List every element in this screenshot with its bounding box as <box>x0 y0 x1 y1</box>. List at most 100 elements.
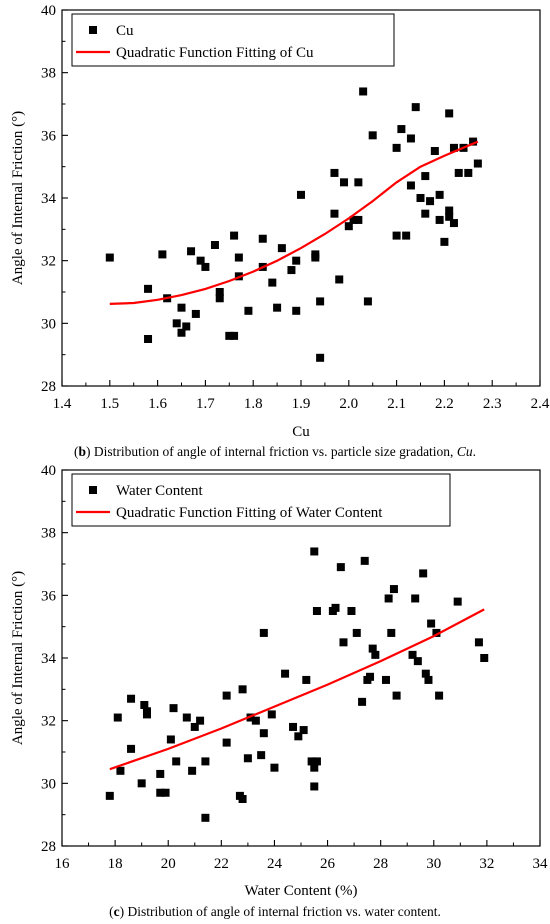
chart-b-x-tick-label: 2.4 <box>531 396 550 412</box>
chart-c-data-point <box>259 628 268 637</box>
chart-c-data-point <box>166 735 175 744</box>
chart-c-data-point <box>259 729 268 738</box>
chart-b-data-point <box>344 222 353 231</box>
chart-b-data-point <box>297 190 305 199</box>
chart-c-x-tick-label: 18 <box>108 856 123 872</box>
chart-c-data-point <box>310 763 319 772</box>
chart-b-legend-box <box>71 13 395 67</box>
chart-c-data-point <box>310 782 319 791</box>
chart-c-y-tick-label: 28 <box>41 839 56 855</box>
chart-c-data-point <box>299 726 308 735</box>
chart-c-data-point <box>352 628 361 637</box>
chart-c-data-point <box>127 694 136 703</box>
chart-b-data-point <box>340 178 349 187</box>
chart-c-data-point <box>310 547 319 556</box>
chart-b-data-point <box>430 147 439 155</box>
chart-b-x-tick-label: 1.7 <box>196 396 215 412</box>
chart-c-data-point <box>435 691 444 700</box>
chart-b-legend-marker <box>89 26 97 34</box>
chart-c-x-tick-label: 22 <box>214 856 229 872</box>
chart-c-y-tick-label: 38 <box>41 526 56 542</box>
chart-b-data-point <box>258 234 267 243</box>
chart-b-data-point <box>449 143 458 152</box>
chart-b-data-point <box>359 87 368 96</box>
chart-c-data-point <box>419 569 428 578</box>
chart-b-x-tick-label: 1.6 <box>148 396 167 412</box>
chart-c-data-point <box>156 788 165 797</box>
chart-c-data-point <box>222 691 231 700</box>
chart-b-data-point <box>435 190 444 199</box>
chart-b-data-point <box>225 331 234 340</box>
chart-c-data-point <box>413 657 422 666</box>
chart-b-data-point <box>177 303 186 312</box>
chart-c-data-point <box>366 672 375 681</box>
chart-c-data-point <box>411 594 420 603</box>
chart-b-data-point <box>368 131 377 140</box>
chart-b-data-point <box>411 103 420 112</box>
chart-b-data-point <box>177 328 186 337</box>
chart-c-data-point <box>408 650 417 659</box>
chart-b-data-point <box>187 247 196 256</box>
chart-b-data-point <box>277 244 286 253</box>
chart-c-data-point <box>201 813 210 822</box>
chart-c-data-point <box>424 675 433 684</box>
chart-b-x-tick-label: 2.0 <box>339 396 358 412</box>
chart-b-data-point <box>292 256 301 265</box>
chart-b-data-point <box>292 306 301 315</box>
chart-water-content: 16 18 20 22 24 26 28 30 32 34 28 30 32 34 36 38 40 Water … <box>10 463 548 899</box>
chart-c-y-tick-label: 30 <box>41 776 56 792</box>
chart-b-x-tick-label: 1.9 <box>292 396 311 412</box>
chart-b-data-point <box>392 231 401 240</box>
chart-c-legend-label-fit: Quadratic Function Fitting of Water Cont… <box>116 505 383 521</box>
chart-b-data-point <box>335 275 344 284</box>
chart-c-data-point <box>251 716 260 725</box>
chart-b-x-tick-label: 1.4 <box>53 396 72 412</box>
chart-b-data-point <box>234 253 243 262</box>
caption-b-text: ) Distribution of angle of internal fric… <box>86 444 457 459</box>
caption-b-italic: Cu <box>456 444 473 459</box>
caption-b-end: . <box>472 444 476 459</box>
chart-c-x-axis-label: Water Content (%) <box>245 883 358 899</box>
chart-c-data-point <box>339 638 348 647</box>
chart-c-y-tick-label: 40 <box>41 463 56 479</box>
chart-b-x-tick-label: 1.8 <box>244 396 263 412</box>
chart-b-data-point <box>445 206 454 215</box>
chart-c-data-point <box>294 732 303 741</box>
chart-b-data-point <box>316 353 325 362</box>
chart-c-data-point <box>360 556 369 565</box>
chart-c-data-point <box>142 707 151 716</box>
chart-b-data-point <box>421 209 430 218</box>
chart-c-data-point <box>238 685 247 694</box>
chart-c-legend-box <box>71 473 451 527</box>
chart-b-x-axis-label: Cu <box>292 424 310 440</box>
chart-c-data-point <box>105 791 114 800</box>
chart-b-data-point <box>402 231 411 240</box>
chart-b-y-tick-label: 38 <box>41 66 56 82</box>
chart-c-fit-line <box>109 608 485 771</box>
chart-c-data-point <box>392 691 401 700</box>
chart-b-data-point <box>330 168 339 177</box>
chart-b-data-point <box>230 231 239 240</box>
chart-b-y-tick-label: 34 <box>41 191 57 207</box>
chart-c-data-point <box>453 597 462 606</box>
chart-b-data-point <box>469 137 478 146</box>
chart-b-data-point <box>449 219 458 228</box>
chart-c-x-tick-label: 20 <box>161 856 176 872</box>
chart-b-data-point <box>311 250 320 259</box>
chart-c-data-point <box>307 757 316 766</box>
chart-b-y-tick-label: 40 <box>41 3 56 19</box>
chart-c-data-point <box>371 650 380 659</box>
chart-c-x-tick-label: 30 <box>426 856 441 872</box>
chart-c-data-point <box>302 675 311 684</box>
chart-b-data-point <box>158 250 167 259</box>
chart-c-y-tick-label: 34 <box>41 651 57 667</box>
chart-b-data-point <box>287 266 296 275</box>
chart-c-data-point <box>281 669 290 678</box>
chart-b-data-point <box>464 168 473 177</box>
chart-c-data-point <box>238 795 247 803</box>
chart-b-data-point <box>201 262 210 271</box>
chart-c-data-point <box>389 585 398 594</box>
chart-b-data-point <box>354 215 363 224</box>
chart-b-x-tick-label: 2.2 <box>435 396 454 412</box>
